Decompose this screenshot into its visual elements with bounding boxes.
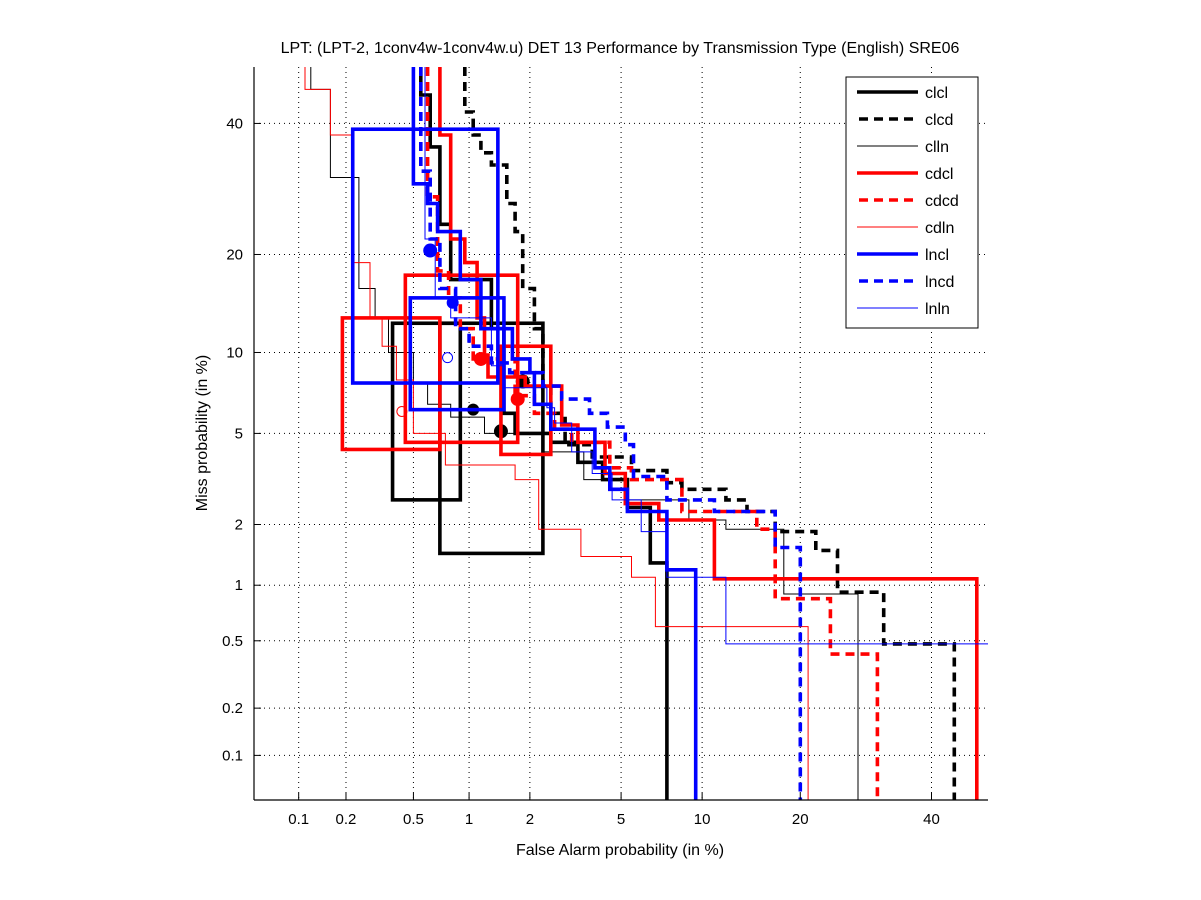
y-axis-label: Miss probability (in %) xyxy=(194,355,211,511)
y-tick-label: 2 xyxy=(235,516,243,533)
series-lncd xyxy=(419,67,803,800)
legend-entry-cdcl: cdcl xyxy=(857,166,953,183)
y-tick-label: 0.5 xyxy=(222,633,243,650)
legend-label: cdln xyxy=(925,220,954,237)
series-layer xyxy=(304,67,988,800)
legend-entry-clcl: clcl xyxy=(857,85,948,102)
min-dcf-marker-lncd xyxy=(446,296,459,309)
chart-title: LPT: (LPT-2, 1conv4w-1conv4w.u) DET 13 P… xyxy=(281,40,960,57)
legend-label: cdcl xyxy=(925,166,953,183)
confidence-box-clcl xyxy=(390,321,463,502)
x-tick-label: 0.1 xyxy=(288,811,309,828)
y-tick-label: 1 xyxy=(235,577,243,594)
x-tick-label: 0.2 xyxy=(336,811,357,828)
confidence-box-lncl xyxy=(408,296,506,412)
axes xyxy=(253,67,988,801)
x-tick-label: 2 xyxy=(526,811,534,828)
legend-entry-lncl: lncl xyxy=(857,247,949,264)
legend-label: lnln xyxy=(925,301,950,318)
curve-clln xyxy=(310,67,859,800)
confidence-box-cdcd xyxy=(499,344,553,457)
y-tick-label: 20 xyxy=(226,246,243,263)
y-tick-label: 0.1 xyxy=(222,747,243,764)
y-tick-label: 40 xyxy=(226,115,243,132)
min-dcf-marker-lnln xyxy=(442,352,454,364)
legend-entry-cdln: cdln xyxy=(857,220,954,237)
y-tick-labels: 0.1 0.2 0.5 1 2 5 10 20 40 xyxy=(222,115,243,764)
min-dcf-marker-cdln xyxy=(396,405,408,417)
x-tick-label: 0.5 xyxy=(403,811,424,828)
actual-dcf-marker-cdcd xyxy=(510,392,525,407)
legend-label: clcl xyxy=(925,85,948,102)
series-lnln xyxy=(424,67,988,645)
legend-entry-lncd: lncd xyxy=(857,274,954,291)
curve-lncd xyxy=(419,67,803,800)
x-tick-label: 40 xyxy=(923,811,940,828)
legend-label: lncl xyxy=(925,247,949,264)
legend-entry-clln: clln xyxy=(857,139,949,156)
legend-label: clln xyxy=(925,139,949,156)
legend-entry-clcd: clcd xyxy=(857,112,953,129)
legend-entry-lnln: lnln xyxy=(857,301,950,318)
x-tick-labels: 0.1 0.2 0.5 1 2 5 10 20 40 xyxy=(288,811,940,828)
actual-dcf-marker-lncl xyxy=(423,243,438,258)
x-tick-label: 10 xyxy=(694,811,711,828)
legend-label: clcd xyxy=(925,112,953,129)
x-tick-label: 5 xyxy=(617,811,625,828)
curve-lnln xyxy=(424,67,988,645)
legend-label: lncd xyxy=(925,274,954,291)
x-tick-label: 1 xyxy=(465,811,473,828)
y-tick-label: 5 xyxy=(235,425,243,442)
curve-clcd xyxy=(463,67,957,800)
y-tick-label: 10 xyxy=(226,344,243,361)
legend-label: cdcd xyxy=(925,193,959,210)
x-tick-label: 20 xyxy=(792,811,809,828)
x-axis-label: False Alarm probability (in %) xyxy=(516,842,724,859)
y-tick-label: 0.2 xyxy=(222,700,243,717)
legend-entry-cdcd: cdcd xyxy=(857,193,959,210)
legend: clcl clcd clln cdcl cdcd cdln lncl lncd lnln xyxy=(845,76,979,329)
series-clln xyxy=(310,67,859,800)
